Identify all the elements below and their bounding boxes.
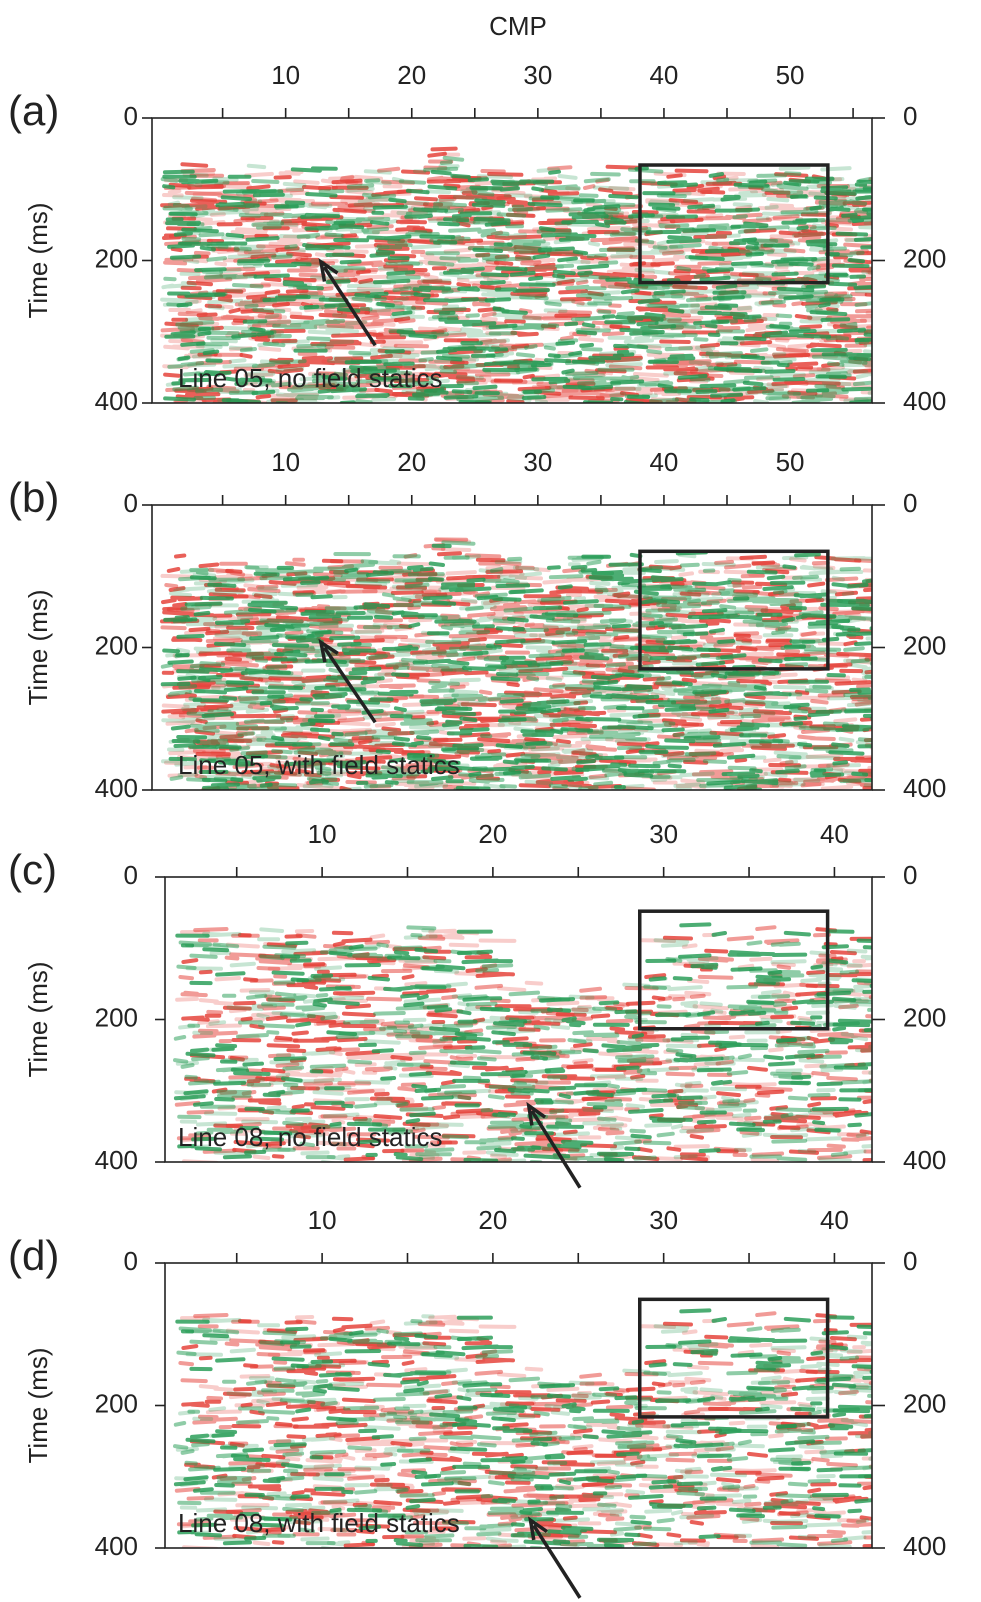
y-tick-label: 0 bbox=[124, 1246, 138, 1276]
y-tick-label: 200 bbox=[95, 243, 138, 273]
x-tick-label: 30 bbox=[649, 1205, 678, 1235]
y-tick-label-right: 200 bbox=[903, 1002, 946, 1032]
panel-label: (d) bbox=[8, 1232, 59, 1279]
x-axis-title: CMP bbox=[489, 11, 547, 41]
seismic-wiggle bbox=[173, 1308, 872, 1548]
x-tick-label: 10 bbox=[308, 819, 337, 849]
highlight-box bbox=[638, 549, 830, 671]
arrow-head bbox=[318, 638, 339, 663]
x-tick-label: 10 bbox=[271, 60, 300, 90]
y-axis-title: Time (ms) bbox=[23, 202, 53, 318]
y-tick-label: 400 bbox=[95, 1145, 138, 1175]
x-tick-label: 50 bbox=[776, 447, 805, 477]
y-tick-label: 200 bbox=[95, 1002, 138, 1032]
seismic-texture bbox=[160, 146, 872, 403]
y-tick-label-right: 0 bbox=[903, 860, 917, 890]
x-tick-label: 30 bbox=[523, 447, 552, 477]
x-tick-label: 40 bbox=[649, 60, 678, 90]
highlight-box bbox=[638, 163, 830, 285]
y-tick-label-right: 400 bbox=[903, 773, 946, 803]
x-tick-label: 50 bbox=[776, 60, 805, 90]
seismic-wiggle bbox=[173, 922, 872, 1162]
seismic-wiggle bbox=[173, 925, 872, 1162]
seismic-texture bbox=[173, 922, 872, 1162]
panel-label: (a) bbox=[8, 87, 59, 134]
y-tick-label-right: 400 bbox=[903, 386, 946, 416]
y-tick-label: 200 bbox=[95, 630, 138, 660]
annotation: Line 08, no field statics bbox=[178, 1122, 443, 1152]
annotation: Line 05, with field statics bbox=[178, 750, 460, 780]
seismic-texture bbox=[160, 537, 872, 790]
x-tick-label: 30 bbox=[523, 60, 552, 90]
y-tick-label-right: 0 bbox=[903, 101, 917, 131]
y-tick-label-right: 0 bbox=[903, 1246, 917, 1276]
y-tick-label-right: 200 bbox=[903, 243, 946, 273]
x-tick-label: 10 bbox=[308, 1205, 337, 1235]
arrow-shaft bbox=[532, 1524, 582, 1599]
x-tick-label: 20 bbox=[478, 819, 507, 849]
y-tick-label-right: 0 bbox=[903, 488, 917, 518]
x-tick-label: 20 bbox=[397, 447, 426, 477]
arrow-head bbox=[318, 258, 339, 282]
y-axis-title: Time (ms) bbox=[23, 589, 53, 705]
x-tick-label: 40 bbox=[820, 819, 849, 849]
arrow-shaft bbox=[322, 266, 377, 347]
arrow-head bbox=[528, 1516, 548, 1541]
panel-label: (b) bbox=[8, 474, 59, 521]
arrow-head bbox=[526, 1101, 547, 1126]
y-tick-label: 0 bbox=[124, 101, 138, 131]
y-tick-label: 400 bbox=[95, 386, 138, 416]
y-tick-label-right: 200 bbox=[903, 1388, 946, 1418]
x-tick-label: 20 bbox=[478, 1205, 507, 1235]
x-tick-label: 40 bbox=[820, 1205, 849, 1235]
y-tick-label-right: 200 bbox=[903, 630, 946, 660]
seismic-wiggle bbox=[160, 540, 872, 790]
y-tick-label: 0 bbox=[124, 488, 138, 518]
y-axis-title: Time (ms) bbox=[23, 961, 53, 1077]
y-tick-label-right: 400 bbox=[903, 1531, 946, 1561]
annotation: Line 08, with field statics bbox=[178, 1508, 460, 1538]
x-tick-label: 20 bbox=[397, 60, 426, 90]
x-tick-label: 30 bbox=[649, 819, 678, 849]
seismic-wiggle bbox=[162, 166, 872, 403]
y-tick-label-right: 400 bbox=[903, 1145, 946, 1175]
x-tick-label: 10 bbox=[271, 447, 300, 477]
arrow-shaft bbox=[530, 1109, 582, 1189]
y-tick-label: 400 bbox=[95, 1531, 138, 1561]
y-tick-label: 400 bbox=[95, 773, 138, 803]
arrow-shaft bbox=[322, 646, 377, 724]
y-tick-label: 0 bbox=[124, 860, 138, 890]
highlight-box bbox=[637, 1297, 830, 1419]
y-tick-label: 200 bbox=[95, 1388, 138, 1418]
highlight-box bbox=[637, 909, 830, 1031]
y-axis-title: Time (ms) bbox=[23, 1347, 53, 1463]
annotation: Line 05, no field statics bbox=[178, 363, 443, 393]
x-tick-label: 40 bbox=[649, 447, 678, 477]
panel-label: (c) bbox=[8, 846, 57, 893]
